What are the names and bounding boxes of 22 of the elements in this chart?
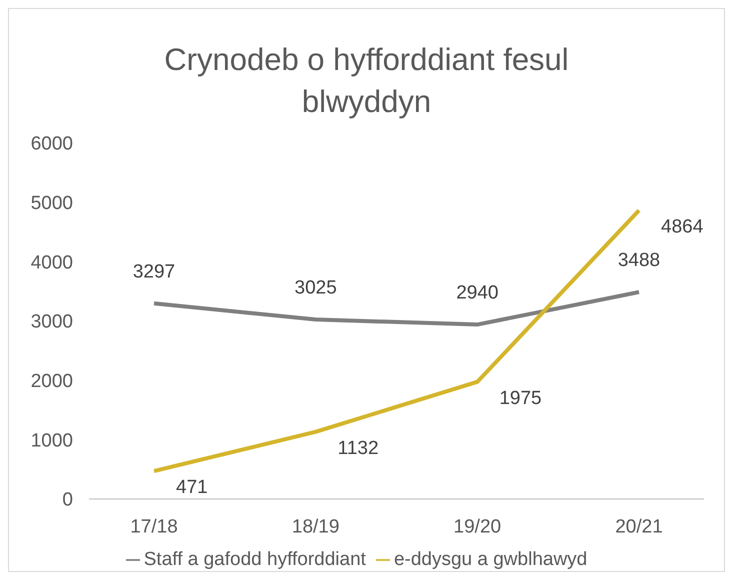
data-label: 4864 — [661, 216, 704, 238]
y-tick-label: 3000 — [30, 312, 73, 333]
y-tick-label: 1000 — [30, 430, 73, 452]
chart-title: Crynodeb o hyfforddiant fesul blwyddyn — [163, 41, 570, 121]
y-tick-label: 5000 — [30, 193, 73, 214]
data-label: 3025 — [294, 278, 337, 299]
data-label: 471 — [176, 477, 208, 498]
y-tick-label: 4000 — [30, 252, 73, 274]
y-tick-label: 2000 — [30, 371, 73, 392]
legend-label: Staff a gafodd hyfforddiant — [144, 549, 366, 570]
y-tick-label: 6000 — [30, 134, 73, 155]
data-label: 3488 — [618, 250, 660, 272]
data-label: 1132 — [338, 438, 379, 459]
x-tick-label: 20/21 — [615, 516, 663, 538]
x-tick-label: 18/19 — [292, 516, 340, 538]
data-label: 3297 — [132, 261, 176, 282]
x-tick-label: 17/18 — [130, 516, 178, 538]
x-tick-label: 19/20 — [454, 516, 502, 538]
legend-label: e-ddysgu a gwblhawyd — [394, 549, 588, 570]
data-label: 1975 — [499, 388, 542, 409]
y-tick-label: 0 — [62, 490, 73, 511]
data-label: 2940 — [456, 282, 498, 304]
